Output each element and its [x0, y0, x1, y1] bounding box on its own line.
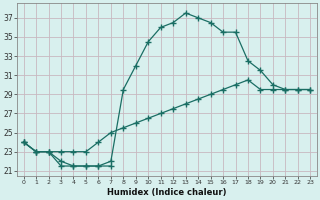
- X-axis label: Humidex (Indice chaleur): Humidex (Indice chaleur): [107, 188, 227, 197]
